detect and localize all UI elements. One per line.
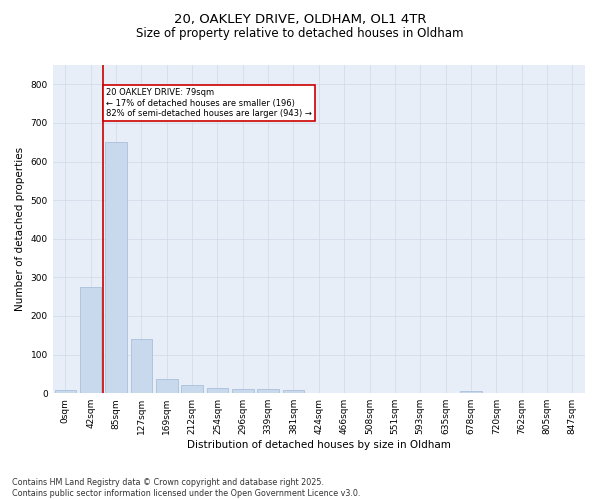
Text: 20 OAKLEY DRIVE: 79sqm
← 17% of detached houses are smaller (196)
82% of semi-de: 20 OAKLEY DRIVE: 79sqm ← 17% of detached… [106,88,312,118]
Y-axis label: Number of detached properties: Number of detached properties [15,147,25,311]
Bar [156,378,178,393]
Bar [181,386,203,393]
X-axis label: Distribution of detached houses by size in Oldham: Distribution of detached houses by size … [187,440,451,450]
Bar [257,390,279,393]
Bar [105,142,127,393]
Text: Contains HM Land Registry data © Crown copyright and database right 2025.
Contai: Contains HM Land Registry data © Crown c… [12,478,361,498]
Bar [55,390,76,393]
Bar [206,388,228,393]
Bar [460,392,482,393]
Bar [283,390,304,393]
Bar [80,287,101,393]
Bar [232,390,254,393]
Text: 20, OAKLEY DRIVE, OLDHAM, OL1 4TR: 20, OAKLEY DRIVE, OLDHAM, OL1 4TR [174,12,426,26]
Bar [131,339,152,393]
Text: Size of property relative to detached houses in Oldham: Size of property relative to detached ho… [136,28,464,40]
